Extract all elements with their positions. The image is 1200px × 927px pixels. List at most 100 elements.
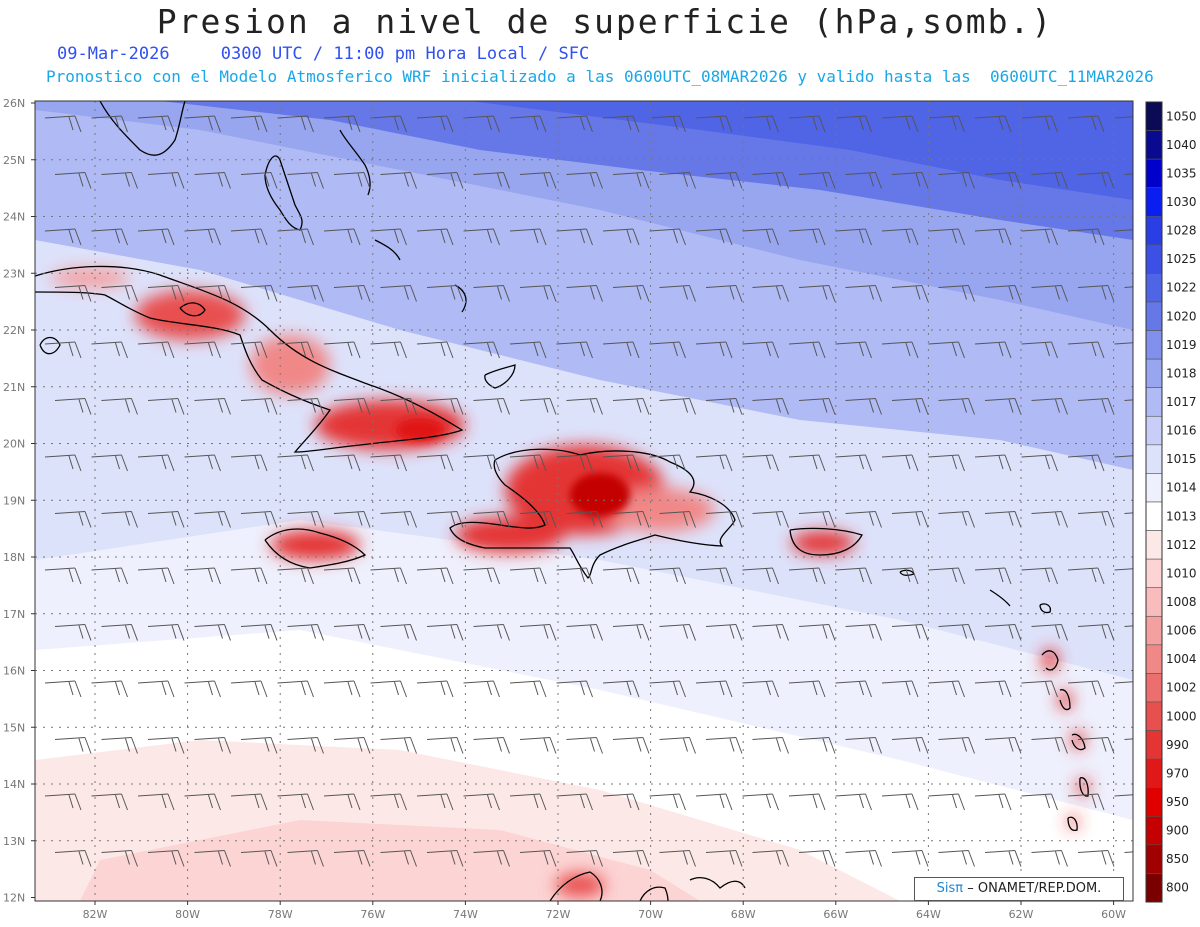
wind-barb-flag [1014, 172, 1022, 189]
wind-barb-flag [214, 680, 221, 698]
wind-barb-flag [301, 568, 306, 583]
wind-barb-flag [497, 851, 502, 865]
wind-barb-flag [859, 229, 864, 244]
wind-barb-flag [494, 907, 500, 923]
wind-barb-flag [177, 850, 185, 867]
wind-barb-flag [679, 341, 686, 359]
wind-barb [416, 115, 448, 119]
wind-barb-flag [78, 851, 84, 865]
wind-barb [370, 793, 401, 797]
colorbar-label: 970 [1166, 766, 1189, 780]
wind-barb-flag [1107, 172, 1115, 189]
wind-barb-flag [171, 286, 177, 300]
wind-barb [287, 398, 318, 401]
wind-barb-flag [1139, 456, 1143, 469]
wind-barb-flag [493, 228, 500, 246]
wind-barb-flag [254, 568, 260, 583]
wind-barb [287, 172, 318, 175]
wind-barb [54, 624, 86, 627]
wind-barb-flag [357, 851, 363, 865]
colorbar-swatch [1145, 330, 1163, 360]
wind-barb-flag [683, 851, 688, 865]
wind-barb-flag [636, 851, 642, 865]
wind-barb-flag [822, 851, 828, 865]
wind-barb-flag [487, 794, 492, 809]
wind-barb-flag [642, 850, 650, 867]
wind-barb-flag [357, 625, 363, 639]
wind-barb-flag [952, 568, 957, 583]
colorbar-label: 1015 [1166, 452, 1197, 466]
wind-barb-flag [906, 908, 910, 921]
wind-barb-flag [689, 511, 696, 528]
wind-barb-flag [125, 399, 130, 413]
wind-barb-flag [503, 285, 510, 302]
wind-barb-flag [642, 398, 650, 415]
colorbar-swatch [1145, 244, 1163, 274]
wind-barb-flag [865, 793, 872, 811]
wind-barb-flag [1004, 115, 1012, 133]
wind-barb-flag [353, 454, 361, 472]
wind-barb-flag [1101, 173, 1107, 187]
wind-barb-flag [270, 398, 278, 415]
wind-barb-flag [581, 908, 585, 921]
wind-barb-flag [915, 173, 921, 187]
wind-barb-flag [1045, 681, 1050, 696]
wind-barb [1021, 454, 1052, 458]
wind-barb-flag [311, 286, 316, 300]
wind-barb-flag [441, 908, 445, 921]
wind-barb-flag [587, 907, 593, 923]
wind-barb-flag [626, 794, 632, 809]
wind-barb [509, 228, 541, 232]
wind-barb-flag [865, 341, 872, 359]
wind-barb-flag [357, 173, 363, 187]
lon-label: 72W [546, 908, 571, 921]
wind-barb [1031, 172, 1062, 175]
wind-barb-flag [543, 173, 549, 187]
wind-barb [184, 680, 215, 684]
forecast-date: 09-Mar-2026 [57, 44, 170, 64]
wind-barb [695, 228, 727, 232]
wind-barb [416, 228, 448, 232]
wind-barb-flag [78, 625, 84, 639]
colorbar-swatch [1145, 473, 1163, 503]
wind-barb [974, 341, 1006, 345]
wind-barb [463, 454, 494, 458]
wind-barb [370, 567, 401, 571]
wind-barb [463, 793, 494, 797]
wind-barb [324, 907, 354, 909]
wind-barb-flag [270, 172, 278, 189]
wind-barb-flag [122, 907, 128, 923]
wind-barb [881, 680, 913, 684]
wind-barb-flag [404, 286, 409, 300]
wind-barb [91, 454, 122, 458]
wind-barb [566, 172, 597, 175]
wind-barb-flag [1107, 511, 1115, 528]
wind-barb-flag [1051, 454, 1058, 472]
wind-barb [752, 737, 783, 740]
wind-barb-flag [311, 625, 316, 639]
wind-barb-flag [446, 115, 454, 133]
wind-barb [333, 285, 365, 288]
credit-box: Sisπ – ONAMET/REP.DOM. [914, 877, 1124, 901]
wind-barb-flag [224, 624, 231, 641]
wind-barb [705, 398, 737, 401]
colorbar-label: 1012 [1166, 538, 1197, 552]
wind-barb-flag [1145, 907, 1151, 923]
wind-barb-flag [121, 115, 128, 133]
wind-barb-flag [487, 681, 492, 696]
wind-barb [659, 172, 690, 175]
wind-barb-flag [818, 115, 826, 133]
wind-barb-flag [1091, 455, 1097, 470]
wind-barb-flag [1091, 681, 1097, 696]
wind-barb-flag [115, 116, 120, 131]
wind-barb-flag [1091, 794, 1097, 809]
wind-barb [44, 228, 76, 232]
wind-barb-flag [503, 398, 510, 415]
colorbar-label: 850 [1166, 852, 1189, 866]
colorbar-swatch [1145, 501, 1163, 531]
wind-barb [137, 680, 169, 684]
wind-barb-flag [776, 512, 781, 526]
wind-barb [788, 680, 820, 684]
colorbar-label: 1022 [1166, 281, 1197, 295]
wind-barb [928, 680, 959, 684]
